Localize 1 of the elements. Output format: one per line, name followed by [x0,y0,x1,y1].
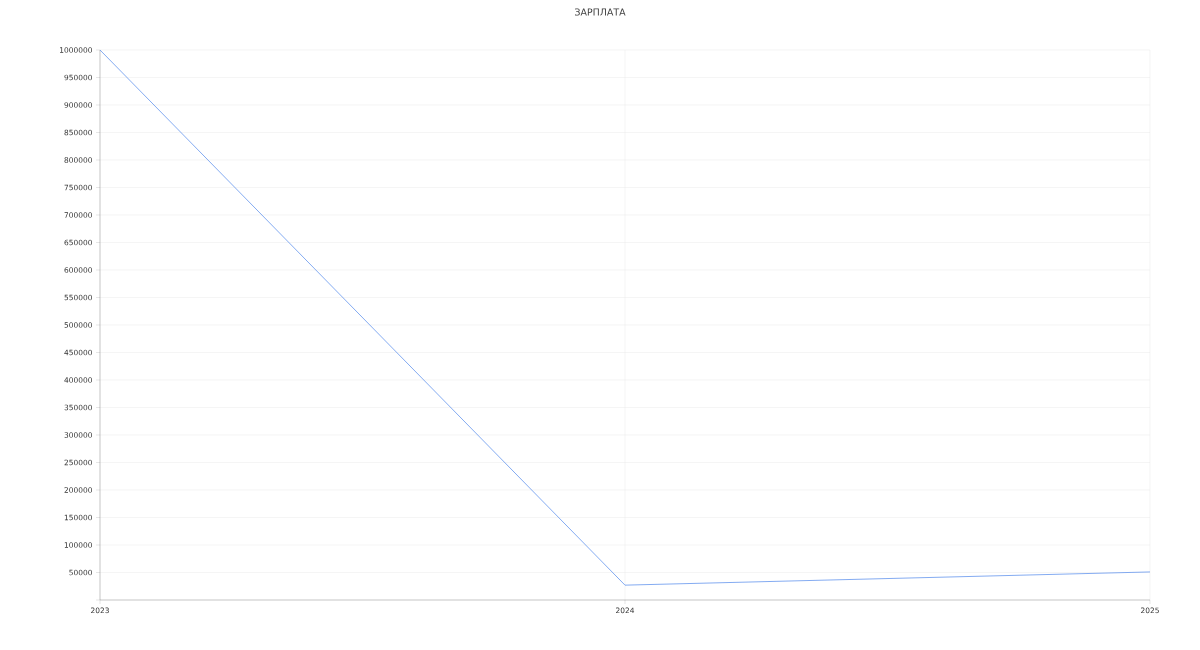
chart-title: ЗАРПЛАТА [575,8,626,16]
